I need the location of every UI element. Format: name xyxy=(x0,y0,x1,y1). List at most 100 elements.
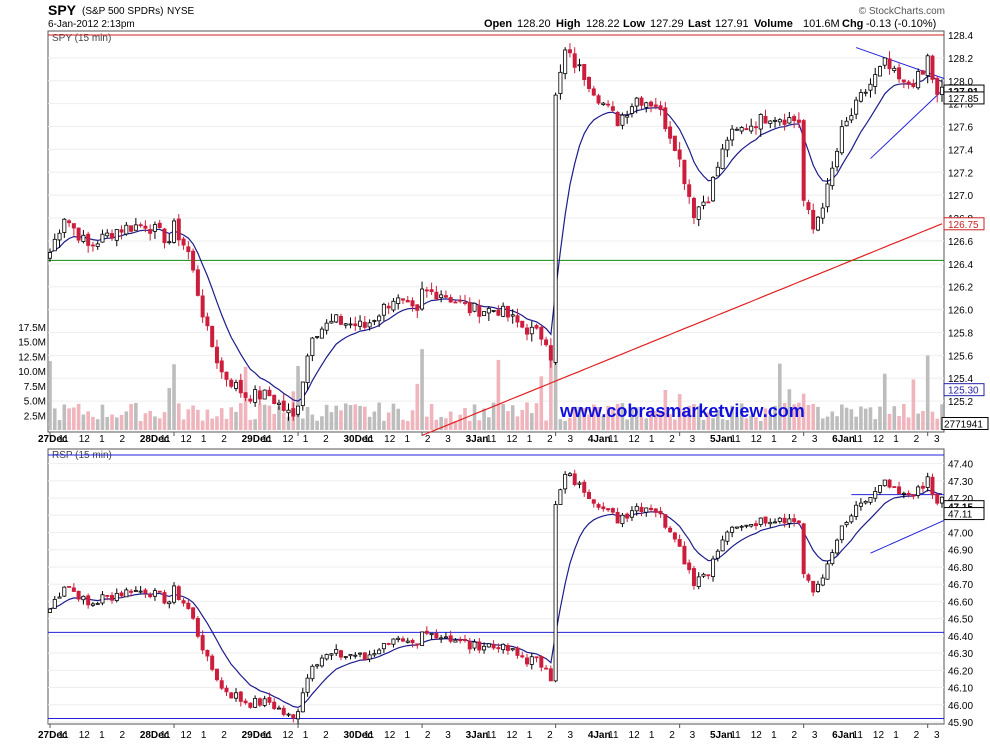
price-x-tick-label: 30Dec xyxy=(343,434,373,445)
rsp-candle-body xyxy=(462,638,467,642)
volume-bar xyxy=(100,404,105,430)
price-candle-body xyxy=(525,327,530,335)
price-candle-body xyxy=(730,128,735,141)
volume-bar xyxy=(176,403,181,430)
price-candle-body xyxy=(462,302,467,304)
volume-bar xyxy=(558,419,563,430)
price-candle-body xyxy=(386,305,391,309)
price-candle-body xyxy=(587,76,592,89)
volume-bar xyxy=(749,415,753,430)
volume-bar xyxy=(48,361,52,430)
volume-bar xyxy=(210,418,214,430)
price-panel-frame xyxy=(47,30,945,433)
price-candle-body xyxy=(858,92,863,102)
volume-bar xyxy=(138,421,143,430)
price-candle-body xyxy=(243,392,248,398)
rsp-candle-body xyxy=(844,522,849,526)
price-candle-body xyxy=(286,409,291,414)
rsp-candle-body xyxy=(548,668,553,682)
rsp-candle-body xyxy=(110,595,115,601)
price-panel-label: SPY (15 min) xyxy=(52,33,111,44)
volume-bar xyxy=(262,404,267,430)
price-y-tick-label: 127.4 xyxy=(948,145,973,156)
price-candle-body xyxy=(701,201,706,206)
volume-bar xyxy=(840,404,844,430)
price-x-tick-label: 2 xyxy=(221,434,227,445)
rsp-candle-body xyxy=(553,504,558,682)
price-x-tick-label: 3 xyxy=(690,434,696,445)
price-x-tick-label: 3 xyxy=(812,434,818,445)
price-candle-body xyxy=(567,49,572,54)
volume-bar xyxy=(324,404,329,430)
rsp-candle-body xyxy=(224,687,229,693)
rsp-candle-body xyxy=(62,586,67,597)
price-candle-body xyxy=(691,197,696,219)
rsp-candle-body xyxy=(415,643,420,646)
volume-bar xyxy=(553,358,558,430)
volume-bar xyxy=(420,349,424,430)
volume-bar xyxy=(382,420,386,430)
rsp-x-tick-label: 3 xyxy=(690,730,696,741)
rsp-price-tag: 47.11 xyxy=(943,507,985,521)
rsp-candle-body xyxy=(286,713,291,716)
rsp-candle-body xyxy=(71,587,76,592)
price-candle-body xyxy=(935,77,940,95)
price-candle-body xyxy=(57,232,62,241)
volume-bar xyxy=(200,420,205,430)
rsp-x-tick-label: 12 xyxy=(506,730,518,741)
rsp-candle-body xyxy=(615,511,620,524)
rsp-candle-body xyxy=(672,532,677,540)
rsp-candle-body xyxy=(777,517,782,522)
rsp-ema-line xyxy=(49,489,943,709)
price-candle-body xyxy=(763,115,768,124)
price-candle-body xyxy=(482,311,487,317)
volume-bar xyxy=(835,416,839,430)
price-x-tick-label: 11 xyxy=(486,434,497,445)
price-candle-body xyxy=(105,232,110,237)
price-y-tick-label: 128.0 xyxy=(948,77,973,88)
rsp-candle-body xyxy=(849,515,854,523)
price-candle-body xyxy=(267,389,272,397)
rsp-candle-body xyxy=(839,525,844,541)
price-candle-body xyxy=(758,114,763,130)
price-candle-body xyxy=(200,295,205,318)
volume-bar xyxy=(153,416,157,430)
rsp-candle-body xyxy=(892,486,897,488)
rsp-candle-body xyxy=(95,603,100,605)
rsp-candle-body xyxy=(191,607,196,619)
rsp-x-tick-label: 11 xyxy=(730,730,741,741)
rsp-candle-body xyxy=(501,643,506,651)
volume-bar xyxy=(114,417,119,430)
volume-bar xyxy=(205,409,210,430)
rsp-candle-body xyxy=(167,601,172,605)
rsp-candle-body xyxy=(505,645,510,651)
rsp-candle-body xyxy=(629,510,634,518)
price-candle-body xyxy=(887,58,892,70)
volume-bar xyxy=(582,408,587,430)
volume-bar xyxy=(67,408,71,430)
promo-url[interactable]: www.cobrasmarketview.com xyxy=(559,401,805,421)
volume-bar xyxy=(696,406,701,430)
rsp-candle-body xyxy=(887,479,892,488)
rsp-x-tick-label: 2 xyxy=(547,730,553,741)
price-candle-body xyxy=(720,148,725,169)
price-candle-body xyxy=(181,238,186,246)
volume-bar xyxy=(181,419,186,430)
rsp-candle-body xyxy=(529,656,534,665)
price-candle-body xyxy=(544,339,549,346)
price-candle-body xyxy=(62,218,67,233)
rsp-candle-body xyxy=(544,667,549,670)
volume-bar xyxy=(415,383,420,430)
price-candle-body xyxy=(276,402,281,405)
price-candle-body xyxy=(577,64,582,67)
rsp-candle-body xyxy=(811,580,816,593)
price-candle-body xyxy=(639,97,644,106)
price-candle-body xyxy=(52,238,57,252)
rsp-price-tag-box xyxy=(943,507,985,521)
price-x-tick-label: 12 xyxy=(181,434,193,445)
volume-bar xyxy=(763,408,768,430)
rsp-candle-body xyxy=(663,514,668,528)
rsp-candle-body xyxy=(753,523,758,527)
volume-bar xyxy=(587,414,591,430)
volume-bar xyxy=(687,405,691,430)
